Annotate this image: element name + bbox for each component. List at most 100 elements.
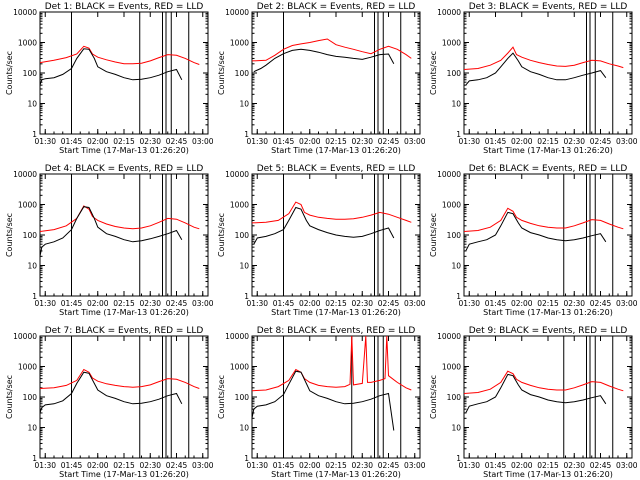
x-tick-label: 02:15 <box>537 137 559 146</box>
y-tick-label: 10 <box>27 100 37 109</box>
x-tick-label: 02:15 <box>325 461 347 470</box>
x-tick-label: 02:30 <box>351 461 373 470</box>
y-tick-label: 1 <box>244 292 249 301</box>
panel-title: Det 6: BLACK = Events, RED = LLD <box>469 164 628 174</box>
y-tick-label: 1 <box>32 130 37 139</box>
y-tick-label: 100 <box>447 231 462 240</box>
y-tick-label: 1000 <box>230 363 249 372</box>
x-tick-label: 02:30 <box>351 299 373 308</box>
x-tick-label: 03:00 <box>192 299 214 308</box>
x-tick-label: 01:45 <box>485 299 507 308</box>
y-tick-label: 1 <box>32 454 37 463</box>
x-tick-label: 03:00 <box>616 299 638 308</box>
y-tick-label: 1000 <box>442 201 461 210</box>
y-tick-label: 100 <box>235 393 250 402</box>
series-events-line <box>253 206 395 245</box>
y-tick-label: 10 <box>451 100 461 109</box>
x-axis-label: Start Time (17-Mar-13 01:26:20) <box>271 470 401 479</box>
y-axis-label: Counts/sec <box>5 51 14 95</box>
x-tick-label: 01:30 <box>246 461 268 470</box>
x-tick-label: 02:00 <box>299 137 321 146</box>
y-tick-label: 10000 <box>13 170 37 179</box>
x-tick-label: 01:45 <box>485 461 507 470</box>
x-axis-label: Start Time (17-Mar-13 01:26:20) <box>59 308 189 317</box>
x-tick-label: 03:00 <box>404 137 426 146</box>
series-events-line <box>39 206 183 257</box>
y-tick-label: 100 <box>235 69 250 78</box>
x-tick-label: 01:45 <box>61 299 83 308</box>
plot-frame <box>39 335 209 459</box>
plot-frame <box>463 11 633 135</box>
x-tick-label: 02:45 <box>378 461 400 470</box>
plot-frame <box>251 335 421 459</box>
x-tick-label: 01:45 <box>485 137 507 146</box>
y-tick-label: 1 <box>244 454 249 463</box>
y-tick-label: 1 <box>456 454 461 463</box>
x-tick-label: 02:30 <box>139 137 161 146</box>
x-tick-label: 02:45 <box>590 461 612 470</box>
x-tick-label: 01:30 <box>458 461 480 470</box>
series-lld-line <box>39 368 200 389</box>
x-tick-label: 03:00 <box>192 137 214 146</box>
x-tick-label: 02:30 <box>351 137 373 146</box>
x-tick-label: 03:00 <box>192 461 214 470</box>
y-tick-label: 1 <box>456 130 461 139</box>
x-tick-label: 02:15 <box>537 461 559 470</box>
x-tick-label: 02:45 <box>378 137 400 146</box>
x-axis-label: Start Time (17-Mar-13 01:26:20) <box>59 470 189 479</box>
y-tick-label: 10 <box>451 424 461 433</box>
x-tick-label: 01:45 <box>273 461 295 470</box>
y-tick-label: 1000 <box>18 363 37 372</box>
panel-det-8: Det 8: BLACK = Events, RED = LLD 1 10 100 10… <box>217 326 426 479</box>
y-tick-label: 10 <box>451 262 461 271</box>
x-axis-label: Start Time (17-Mar-13 01:26:20) <box>483 470 613 479</box>
y-axis-label: Counts/sec <box>217 213 226 257</box>
series-lld-line <box>463 207 624 232</box>
y-axis-label: Counts/sec <box>217 375 226 419</box>
panel-title: Det 9: BLACK = Events, RED = LLD <box>469 326 628 336</box>
x-tick-label: 02:30 <box>563 461 585 470</box>
x-axis-label: Start Time (17-Mar-13 01:26:20) <box>483 146 613 155</box>
x-tick-label: 01:45 <box>61 137 83 146</box>
y-tick-label: 100 <box>23 231 38 240</box>
x-axis-label: Start Time (17-Mar-13 01:26:20) <box>271 308 401 317</box>
x-tick-label: 02:45 <box>378 299 400 308</box>
x-tick-label: 03:00 <box>404 461 426 470</box>
x-tick-label: 01:30 <box>34 299 56 308</box>
y-axis-label: Counts/sec <box>5 375 14 419</box>
y-tick-label: 10000 <box>13 332 37 341</box>
x-tick-label: 02:30 <box>563 299 585 308</box>
x-tick-label: 02:15 <box>537 299 559 308</box>
y-tick-label: 10000 <box>437 332 461 341</box>
series-lld-line <box>463 46 624 70</box>
x-tick-label: 02:45 <box>590 137 612 146</box>
x-tick-label: 02:00 <box>511 461 533 470</box>
x-tick-label: 02:00 <box>87 299 109 308</box>
y-axis-label: Counts/sec <box>429 51 438 95</box>
y-tick-label: 100 <box>447 69 462 78</box>
x-tick-label: 02:15 <box>113 137 135 146</box>
y-tick-label: 10 <box>239 262 249 271</box>
y-tick-label: 10 <box>27 424 37 433</box>
plot-frame <box>463 335 633 459</box>
y-tick-label: 100 <box>23 69 38 78</box>
y-tick-label: 10 <box>27 262 37 271</box>
x-tick-label: 02:15 <box>325 299 347 308</box>
panel-title: Det 8: BLACK = Events, RED = LLD <box>257 326 416 336</box>
x-axis-label: Start Time (17-Mar-13 01:26:20) <box>59 146 189 155</box>
y-tick-label: 10 <box>239 100 249 109</box>
x-tick-label: 02:30 <box>563 137 585 146</box>
panel-det-1: Det 1: BLACK = Events, RED = LLD 1 10 100 10… <box>5 2 214 155</box>
x-tick-label: 01:45 <box>273 137 295 146</box>
y-tick-label: 1000 <box>230 201 249 210</box>
plot-frame <box>463 173 633 297</box>
y-tick-label: 10000 <box>225 170 249 179</box>
x-tick-label: 02:45 <box>166 299 188 308</box>
x-tick-label: 02:15 <box>113 299 135 308</box>
x-tick-label: 01:30 <box>34 137 56 146</box>
panel-det-2: Det 2: BLACK = Events, RED = LLD 1 10 100 10… <box>217 2 426 155</box>
y-axis-label: Counts/sec <box>5 213 14 257</box>
series-lld-line <box>251 38 412 62</box>
panel-det-6: Det 6: BLACK = Events, RED = LLD 1 10 100 10… <box>429 164 638 317</box>
